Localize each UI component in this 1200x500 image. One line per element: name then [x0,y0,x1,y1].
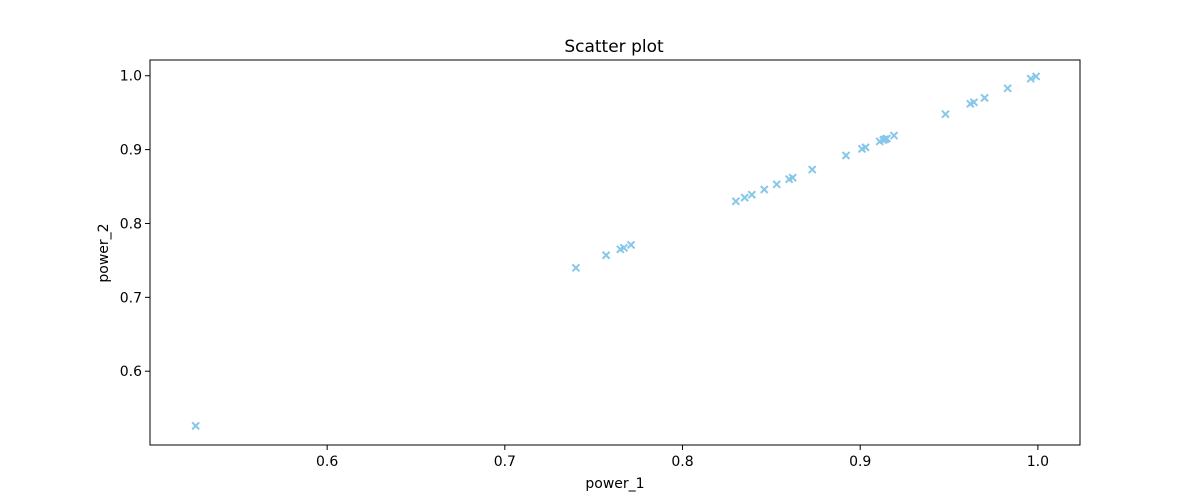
x-axis: 0.6 0.7 0.8 0.9 1.0 [316,445,1049,470]
scatter-point [941,109,950,119]
y-tick-label: 0.9 [120,143,142,159]
y-tick-label: 0.6 [120,364,142,380]
y-axis: 0.6 0.7 0.8 0.9 1.0 [120,69,150,380]
x-tick-label: 1.0 [1027,454,1049,470]
y-tick-label: 0.8 [120,216,142,232]
x-axis-title: power_1 [585,476,644,492]
chart-title: Scatter plot [564,37,664,57]
scatter-point [619,243,629,253]
y-tick-label: 1.0 [120,69,142,85]
x-tick-label: 0.7 [494,454,516,470]
plot-area [149,59,1081,446]
scatter-point [772,180,781,189]
scatter-points [191,72,1041,431]
scatter-point [571,263,581,272]
scatter-point [740,193,749,202]
scatter-point [731,197,741,206]
x-tick-label: 0.6 [316,454,338,470]
scatter-point [980,93,989,103]
scatter-point [969,98,979,107]
y-axis-title: power_2 [96,223,112,282]
scatter-point [808,165,817,174]
scatter-point [882,134,892,143]
scatter-point [841,151,851,160]
scatter-point [1031,72,1041,81]
scatter-point [1003,84,1012,93]
scatter-point [889,131,899,140]
x-tick-label: 0.9 [849,454,871,470]
scatter-point [861,143,870,152]
scatter-point [788,173,797,182]
x-tick-label: 0.8 [671,454,693,470]
scatter-point [1026,74,1035,83]
scatter-point [601,251,611,260]
scatter-point [626,240,636,250]
scatter-point [747,190,757,199]
scatter-point [191,421,200,431]
scatter-point [760,185,769,194]
y-tick-label: 0.7 [120,290,142,306]
